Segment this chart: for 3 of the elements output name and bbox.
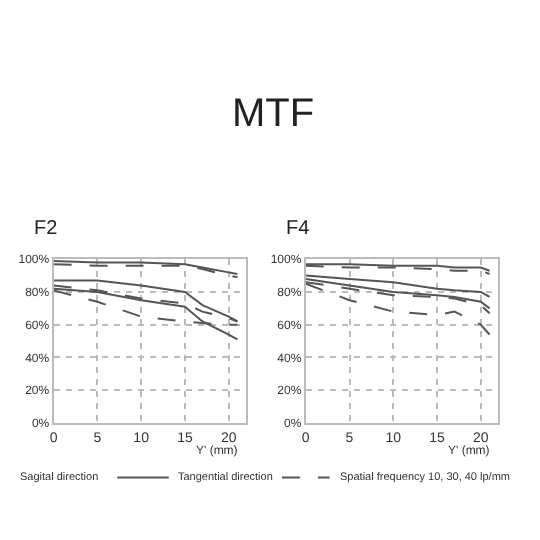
text: MTF [232,92,315,136]
chart-title: F4 [286,218,311,240]
chart-title: F2 [34,218,59,240]
